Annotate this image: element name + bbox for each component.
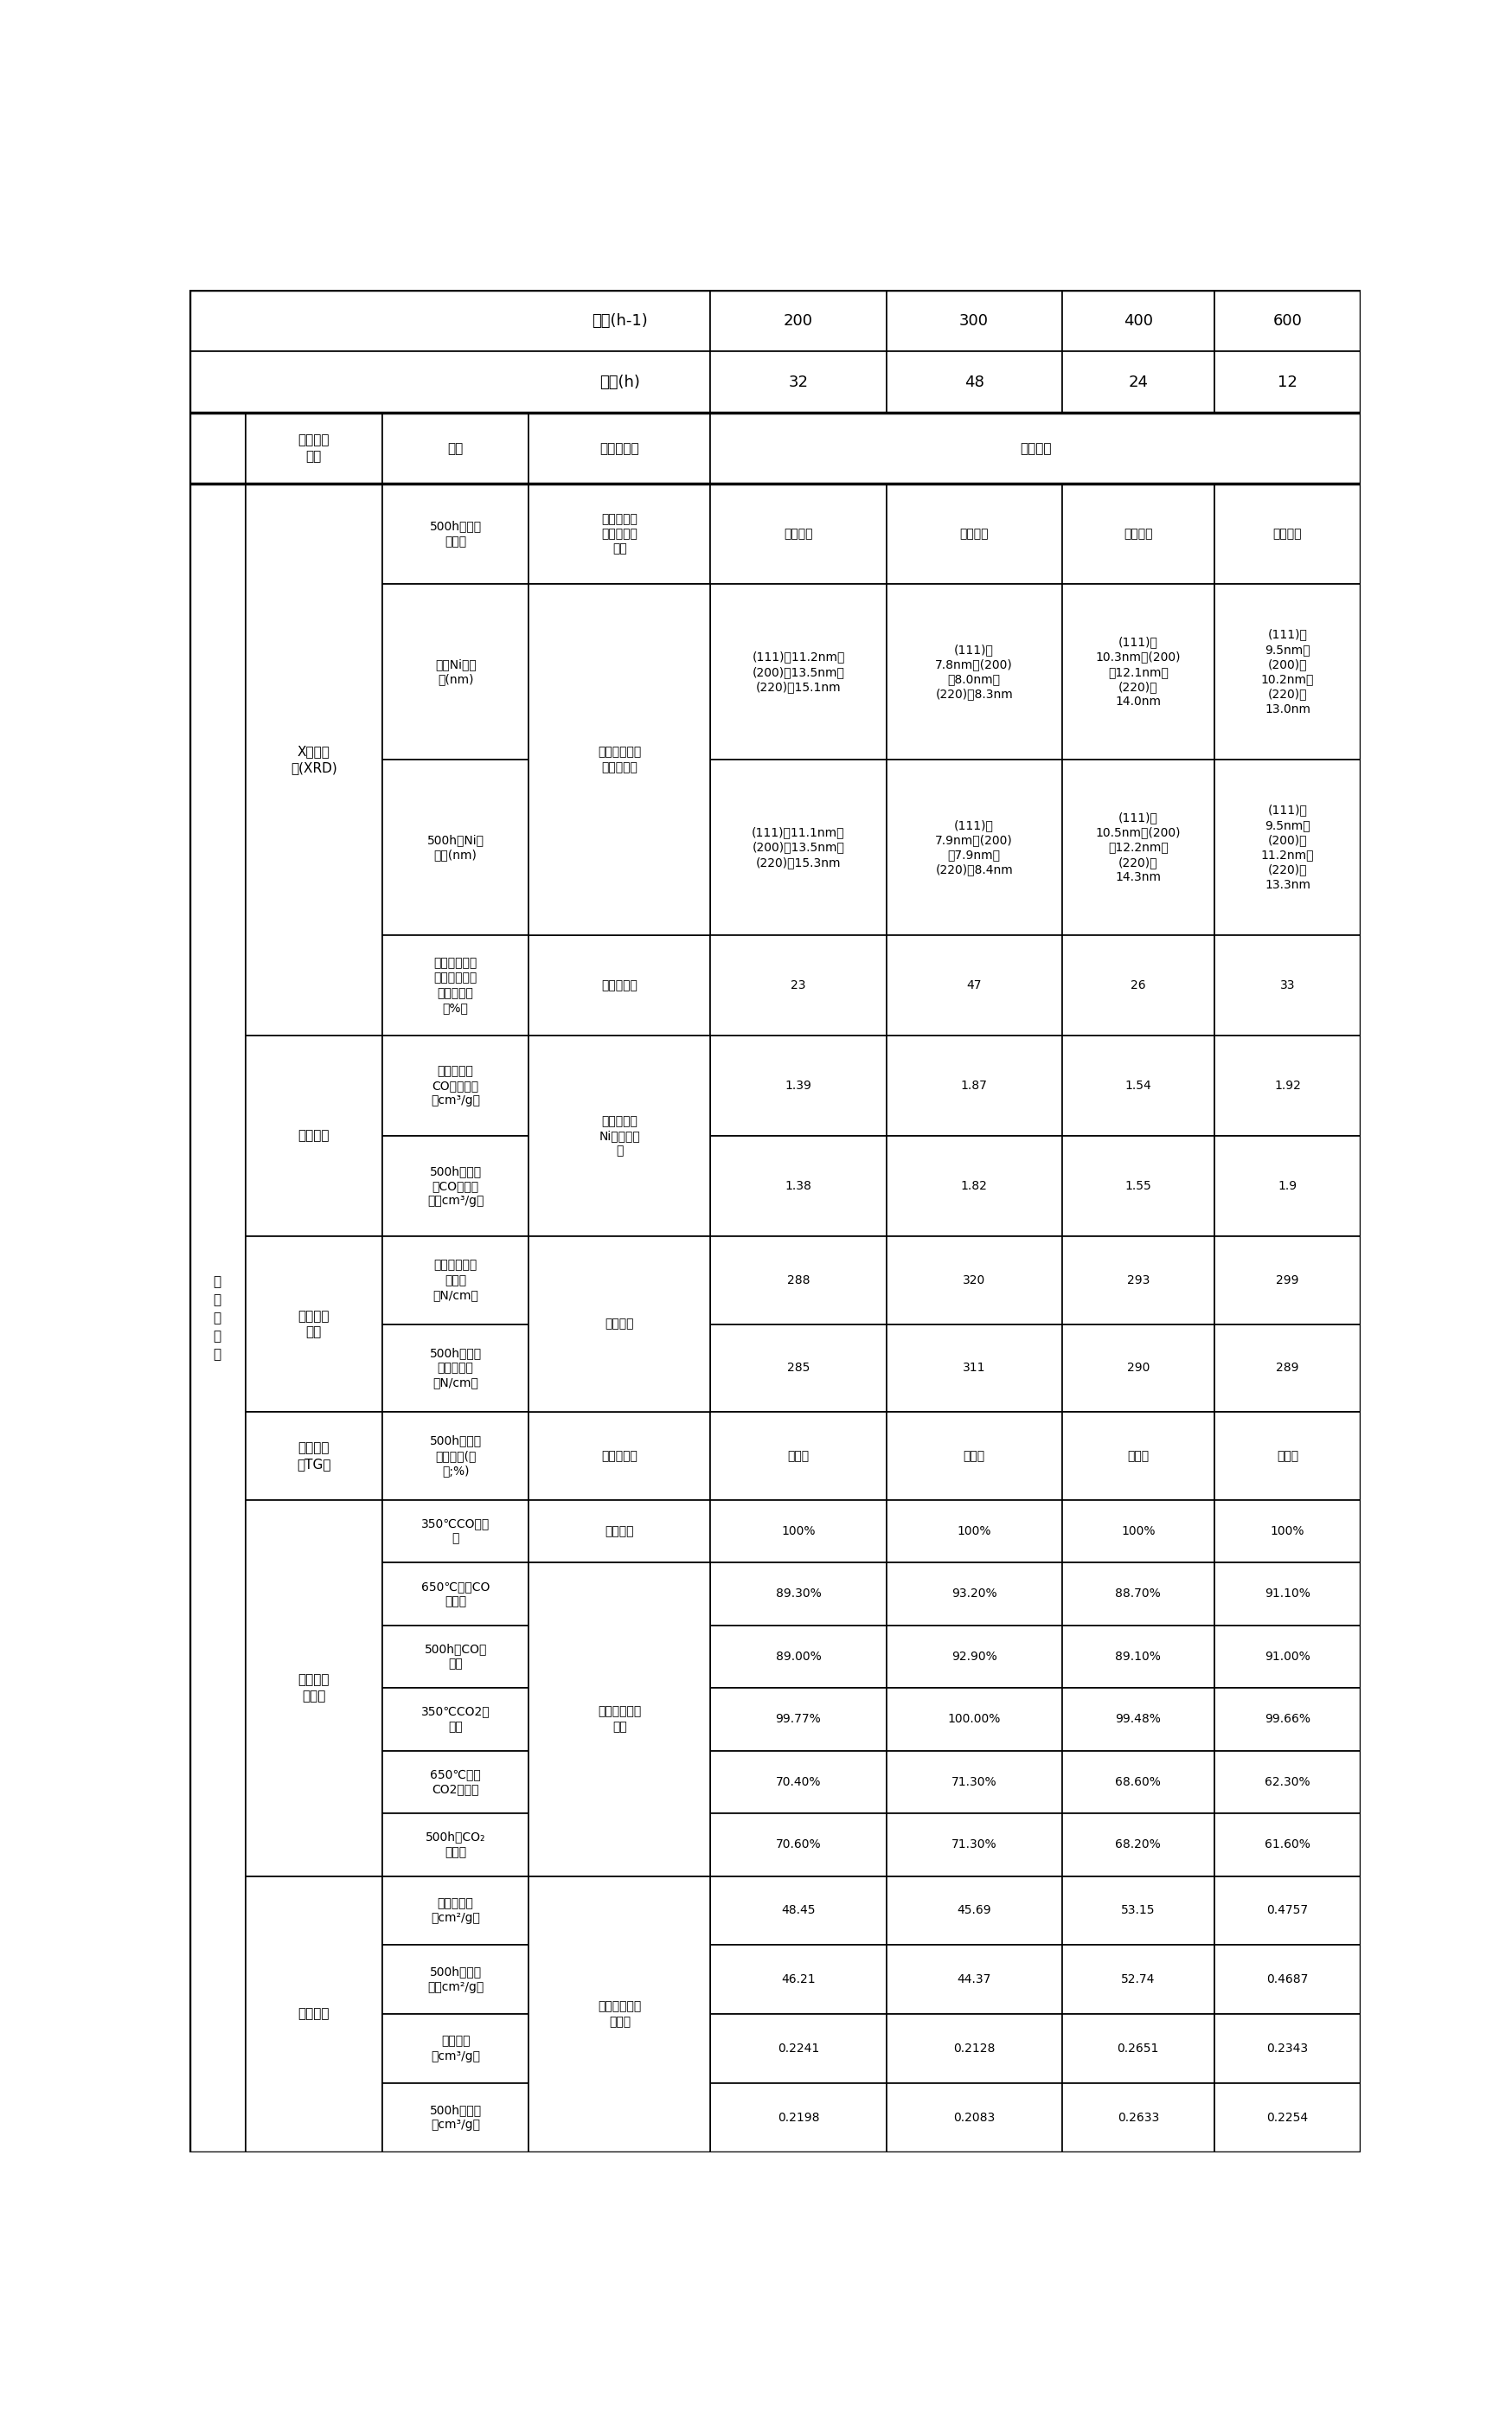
Text: 0.2651: 0.2651: [1117, 2043, 1160, 2055]
Text: 311: 311: [963, 1361, 986, 1373]
Text: 热重分析
（TG）: 热重分析 （TG）: [296, 1441, 331, 1470]
Bar: [383, 1412, 529, 1499]
Text: 评价表征
方法: 评价表征 方法: [298, 433, 330, 462]
Bar: [529, 1876, 711, 2152]
Text: 32: 32: [788, 375, 809, 389]
Bar: [189, 351, 711, 413]
Text: 500h后比表
面（cm²/g）: 500h后比表 面（cm²/g）: [428, 1966, 484, 1992]
Text: 52.74: 52.74: [1120, 1973, 1155, 1985]
Bar: [886, 1688, 1061, 1751]
Bar: [711, 1562, 886, 1625]
Bar: [383, 1751, 529, 1814]
Bar: [529, 585, 711, 936]
Bar: [1061, 1499, 1214, 1562]
Bar: [711, 936, 886, 1035]
Text: 100%: 100%: [957, 1526, 992, 1538]
Bar: [1061, 1562, 1214, 1625]
Text: 91.00%: 91.00%: [1264, 1651, 1311, 1664]
Bar: [711, 1814, 886, 1876]
Text: 初始孔容
（cm³/g）: 初始孔容 （cm³/g）: [431, 2036, 481, 2063]
Bar: [529, 1876, 711, 2152]
Text: 62.30%: 62.30%: [1266, 1775, 1311, 1787]
Text: 53.15: 53.15: [1120, 1905, 1155, 1917]
Bar: [529, 1499, 711, 1562]
Bar: [383, 1625, 529, 1688]
Text: 催化剂结构的
稳定性: 催化剂结构的 稳定性: [597, 2000, 641, 2029]
Bar: [383, 1136, 529, 1236]
Bar: [529, 1562, 711, 1876]
Text: 99.77%: 99.77%: [776, 1714, 821, 1726]
Bar: [711, 1236, 886, 1325]
Text: 288: 288: [786, 1274, 810, 1286]
Bar: [711, 585, 886, 759]
Bar: [529, 585, 711, 936]
Text: (111)面11.1nm，
(200)面13.5nm，
(220)面15.3nm: (111)面11.1nm， (200)面13.5nm， (220)面15.3nm: [751, 827, 845, 868]
Text: 未检出: 未检出: [963, 1451, 984, 1463]
Bar: [1061, 1814, 1214, 1876]
Bar: [1214, 1325, 1361, 1412]
Text: 61.60%: 61.60%: [1264, 1838, 1311, 1850]
Text: 新鲜催化剂机
械强度
（N/cm）: 新鲜催化剂机 械强度 （N/cm）: [432, 1260, 478, 1301]
Text: 33: 33: [1281, 979, 1296, 991]
Bar: [1061, 1236, 1214, 1325]
Bar: [1061, 484, 1214, 585]
Text: 46.21: 46.21: [782, 1973, 815, 1985]
Text: 0.2128: 0.2128: [953, 2043, 995, 2055]
Text: 68.60%: 68.60%: [1116, 1775, 1161, 1787]
Text: 新鲜催化剂
CO的吸附量
（cm³/g）: 新鲜催化剂 CO的吸附量 （cm³/g）: [431, 1064, 481, 1107]
Bar: [1061, 1625, 1214, 1688]
Text: 0.2633: 0.2633: [1117, 2111, 1160, 2123]
Bar: [1061, 1688, 1214, 1751]
Text: (111)面
10.3nm，(200)
面12.1nm，
(220)面
14.0nm: (111)面 10.3nm，(200) 面12.1nm， (220)面 14.0…: [1096, 636, 1181, 708]
Text: 未检出: 未检出: [1128, 1451, 1149, 1463]
Bar: [529, 936, 711, 1035]
Bar: [383, 2014, 529, 2082]
Bar: [1214, 1499, 1361, 1562]
Bar: [383, 1236, 529, 1325]
Bar: [1061, 936, 1214, 1035]
Text: 100.00%: 100.00%: [948, 1714, 1001, 1726]
Bar: [711, 351, 886, 413]
Bar: [383, 1944, 529, 2014]
Text: 高温活性及耐
受性: 高温活性及耐 受性: [597, 1705, 641, 1734]
Text: 92.90%: 92.90%: [951, 1651, 996, 1664]
Bar: [1214, 1562, 1361, 1625]
Bar: [886, 1499, 1061, 1562]
Bar: [886, 1751, 1061, 1814]
Text: (111)面
9.5nm，
(200)面
11.2nm，
(220)面
13.3nm: (111)面 9.5nm， (200)面 11.2nm， (220)面 13.3…: [1261, 805, 1314, 890]
Text: 600: 600: [1273, 312, 1302, 329]
Bar: [886, 759, 1061, 936]
Text: 水热稳定性、
抗烧结能力: 水热稳定性、 抗烧结能力: [597, 747, 641, 774]
Text: 48.45: 48.45: [782, 1905, 815, 1917]
Bar: [711, 2014, 886, 2082]
Text: 93.20%: 93.20%: [951, 1589, 996, 1601]
Bar: [711, 1412, 886, 1499]
Bar: [1214, 2082, 1361, 2152]
Bar: [383, 1814, 529, 1876]
Text: (111)面
7.9nm，(200)
面7.9nm，
(220)面8.4nm: (111)面 7.9nm，(200) 面7.9nm， (220)面8.4nm: [936, 820, 1013, 875]
Bar: [245, 1499, 383, 1876]
Text: 1.55: 1.55: [1125, 1180, 1152, 1192]
Bar: [383, 1562, 529, 1625]
Bar: [1061, 351, 1214, 413]
Text: 89.10%: 89.10%: [1116, 1651, 1161, 1664]
Bar: [1214, 936, 1361, 1035]
Text: 0.2198: 0.2198: [777, 2111, 820, 2123]
Text: 无水合峰: 无水合峰: [1123, 527, 1152, 539]
Text: 650℃初始
CO2转化率: 650℃初始 CO2转化率: [431, 1768, 481, 1797]
Text: 70.40%: 70.40%: [776, 1775, 821, 1787]
Text: (111)面11.2nm，
(200)面13.5nm，
(220)面15.1nm: (111)面11.2nm， (200)面13.5nm， (220)面15.1nm: [751, 650, 845, 694]
Text: (111)面
10.5nm，(200)
面12.2nm，
(220)面
14.3nm: (111)面 10.5nm，(200) 面12.2nm， (220)面 14.3…: [1096, 812, 1181, 883]
Bar: [245, 484, 383, 1035]
Text: 26: 26: [1131, 979, 1146, 991]
Text: 350℃CO转化
率: 350℃CO转化 率: [422, 1519, 490, 1545]
Text: 水热稳定性、
抗烧结能力: 水热稳定性、 抗烧结能力: [597, 747, 641, 774]
Bar: [886, 290, 1061, 351]
Bar: [711, 290, 886, 351]
Text: 化学吸附: 化学吸附: [298, 1129, 330, 1144]
Text: 1.54: 1.54: [1125, 1081, 1152, 1093]
Bar: [886, 1035, 1061, 1136]
Text: (111)面
9.5nm，
(200)面
10.2nm，
(220)面
13.0nm: (111)面 9.5nm， (200)面 10.2nm， (220)面 13.0…: [1261, 629, 1314, 716]
Text: 320: 320: [963, 1274, 986, 1286]
Bar: [1214, 759, 1361, 936]
